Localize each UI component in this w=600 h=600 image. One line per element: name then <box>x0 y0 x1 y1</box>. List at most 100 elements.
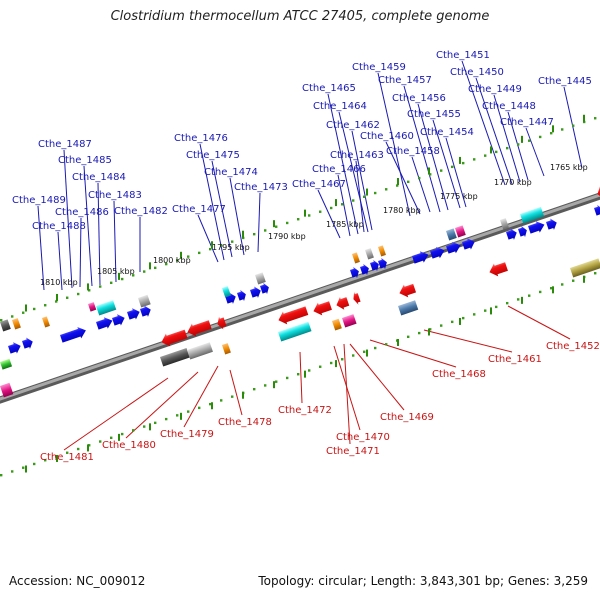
map-title: Clostridium thermocellum ATCC 27405, com… <box>110 9 490 24</box>
forward-gene <box>96 317 113 330</box>
forward-label: Cthe_1463 <box>330 150 384 161</box>
scale-dot <box>253 387 256 391</box>
scale-dot <box>539 290 542 294</box>
scale-tick <box>118 272 120 280</box>
forward-gene-shape <box>260 282 269 295</box>
scale-dot <box>154 421 157 425</box>
scale-dot <box>55 300 58 303</box>
misc-feature <box>42 316 50 328</box>
scale-dot <box>594 117 597 120</box>
scale-dot <box>110 436 113 439</box>
genes-label: Genes: <box>507 574 550 588</box>
scale-dot <box>407 335 410 339</box>
misc-feature <box>342 314 357 328</box>
reverse-gene-shape <box>278 306 309 325</box>
forward-gene-shape <box>22 337 33 349</box>
topology-label: Topology: <box>258 574 315 588</box>
kbp-label: 1785 kbp <box>326 220 364 229</box>
scale-dot <box>121 277 124 281</box>
scale-dot <box>330 361 333 365</box>
accession-footer: Accession: NC_009012 <box>9 574 145 588</box>
pseudo-feature-shape <box>500 218 509 230</box>
forward-gene-shape <box>430 246 445 259</box>
forward-gene <box>370 259 379 272</box>
scale-dot <box>44 459 47 462</box>
scale-dot <box>22 466 25 469</box>
leader-line <box>369 339 457 368</box>
kbp-label: 1780 kbp <box>383 206 421 215</box>
scale-dot <box>231 240 234 243</box>
forward-gene <box>412 251 429 264</box>
forward-gene <box>260 282 269 295</box>
leader-line <box>563 86 583 169</box>
pseudo-feature <box>255 272 266 285</box>
forward-gene-shape <box>378 257 387 270</box>
misc-feature-shape <box>446 228 457 241</box>
leader-line <box>199 143 225 261</box>
reverse-label: Cthe_1452 <box>546 341 600 352</box>
forward-gene <box>446 241 461 254</box>
forward-gene <box>112 314 125 326</box>
forward-gene-shape <box>546 218 557 230</box>
kbp-label: 1800 kbp <box>153 256 191 265</box>
forward-label: Cthe_1448 <box>482 101 536 112</box>
scale-dot <box>308 369 311 372</box>
scale-dot <box>77 447 80 451</box>
forward-gene-shape <box>127 308 140 320</box>
forward-label: Cthe_1456 <box>392 93 446 104</box>
reverse-gene <box>278 306 309 325</box>
leader-line <box>79 217 82 288</box>
scale-tick <box>366 349 368 357</box>
kbp-label: 1770 kbp <box>494 178 532 187</box>
scale-tick <box>56 293 58 301</box>
scale-dot <box>264 229 267 232</box>
scale-dot <box>176 259 179 262</box>
leader-line <box>327 93 359 235</box>
scale-tick <box>459 317 461 325</box>
length-value: 3,843,301 bp <box>419 574 500 588</box>
leader-line <box>355 160 365 233</box>
scale-dot <box>484 154 487 157</box>
scale-dot <box>297 373 300 376</box>
scale-dot <box>495 150 498 154</box>
length-label: Length: <box>370 574 417 588</box>
leader-line <box>197 214 219 263</box>
misc-feature <box>222 343 231 355</box>
pseudo-feature-shape <box>255 272 266 285</box>
forward-gene <box>22 337 33 349</box>
forward-label: Cthe_1489 <box>12 195 66 206</box>
forward-gene-shape <box>528 221 545 234</box>
forward-gene-shape <box>370 259 379 272</box>
scale-dot <box>517 143 520 146</box>
scale-dot <box>495 305 498 309</box>
leader-line <box>229 369 243 416</box>
scale-tick <box>25 465 27 473</box>
forward-label: Cthe_1464 <box>313 101 367 112</box>
scale-dot <box>176 414 179 417</box>
accession-value: NC_009012 <box>76 574 146 588</box>
scale-dot <box>286 376 289 380</box>
reverse-label: Cthe_1469 <box>380 412 434 423</box>
leader-line <box>63 149 73 289</box>
forward-label: Cthe_1454 <box>420 127 474 138</box>
forward-gene-shape <box>594 204 600 217</box>
scale-dot <box>11 470 14 473</box>
scale-dot <box>385 188 388 191</box>
leader-line <box>475 77 513 185</box>
scale-dot <box>11 315 14 318</box>
reverse-gene <box>489 262 508 277</box>
scale-tick <box>490 146 492 154</box>
forward-gene <box>506 228 517 240</box>
scale-tick <box>552 286 554 294</box>
scale-tick <box>459 156 461 164</box>
scale-dot <box>550 132 553 135</box>
scale-dot <box>110 281 113 284</box>
scale-dot <box>22 311 25 314</box>
scale-tick <box>490 307 492 315</box>
scale-tick <box>428 328 430 336</box>
scale-dot <box>286 221 289 225</box>
scale-dot <box>418 176 421 180</box>
scale-tick <box>211 402 213 410</box>
reverse-label: Cthe_1468 <box>432 369 486 380</box>
rna-feature-shape <box>278 321 312 342</box>
